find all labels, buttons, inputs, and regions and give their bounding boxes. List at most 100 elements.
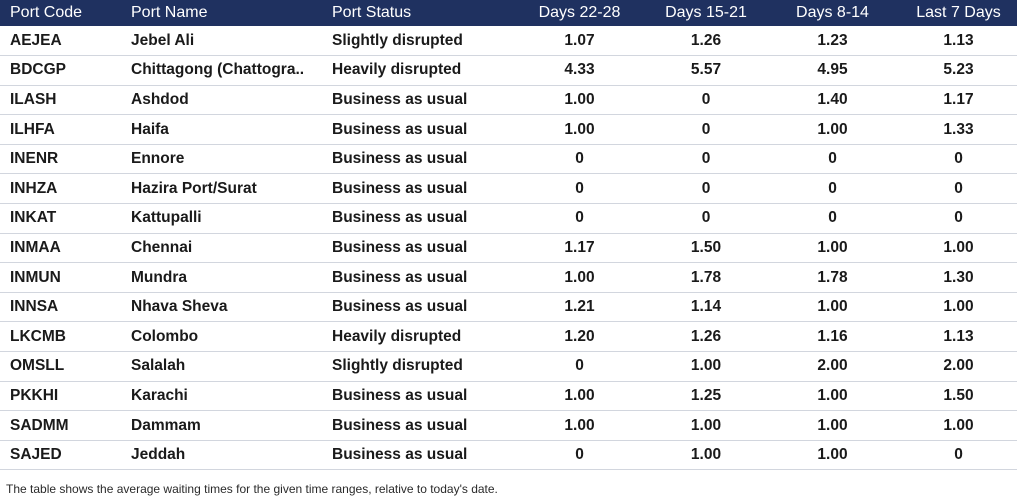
port-code-cell: INMUN bbox=[10, 268, 61, 286]
port-name-cell: Jeddah bbox=[131, 446, 186, 464]
port-status-cell: Business as usual bbox=[332, 298, 468, 316]
port-code-cell: INHZA bbox=[10, 179, 58, 197]
days-8-14-cell: 1.00 bbox=[817, 386, 848, 404]
days-22-28-cell: 0 bbox=[575, 357, 584, 375]
table-row: BDCGP Chittagong (Chattogra.. Heavily disr… bbox=[0, 56, 1017, 86]
days-15-21-cell: 0 bbox=[701, 209, 711, 227]
days-22-28-cell: 1.00 bbox=[564, 416, 595, 434]
port-status-cell: Business as usual bbox=[332, 268, 468, 286]
port-code-cell: ILHFA bbox=[10, 120, 55, 138]
days-8-14-cell: 0 bbox=[828, 209, 837, 227]
days-15-21-cell: 5.57 bbox=[690, 61, 722, 79]
port-status-cell: Heavily disrupted bbox=[332, 327, 462, 345]
last-7-days-cell: 0 bbox=[954, 209, 963, 227]
days-15-21-cell: 0 bbox=[701, 90, 711, 108]
days-22-28-cell: 0 bbox=[575, 209, 584, 227]
last-7-days-cell: 1.00 bbox=[943, 298, 974, 316]
table-row: ILHFA Haifa Business as usual 1.00 0 1.00 1.33 bbox=[0, 115, 1017, 145]
days-22-28-cell: 0 bbox=[575, 446, 584, 464]
days-8-14-cell: 4.95 bbox=[817, 61, 848, 79]
last-7-days-cell: 1.13 bbox=[943, 327, 974, 345]
last-7-days-cell: 1.17 bbox=[943, 90, 974, 108]
days-22-28-cell: 1.00 bbox=[564, 268, 595, 286]
port-name-cell: Chittagong (Chattogra.. bbox=[131, 61, 305, 79]
port-name-cell: Ashdod bbox=[131, 90, 189, 108]
port-code-cell: AEJEA bbox=[10, 31, 62, 49]
table-row: OMSLL Salalah Slightly disrupted 0 1.00 2.00 2… bbox=[0, 352, 1017, 382]
last-7-days-cell: 1.50 bbox=[943, 386, 974, 404]
port-name-cell: Kattupalli bbox=[131, 209, 202, 227]
table-row: INENR Ennore Business as usual 0 0 0 0 bbox=[0, 144, 1017, 174]
header-port-code: Port Code bbox=[10, 4, 83, 21]
days-8-14-cell: 1.00 bbox=[817, 238, 848, 256]
port-name-cell: Karachi bbox=[131, 386, 188, 404]
port-name-cell: Hazira Port/Surat bbox=[131, 179, 257, 197]
last-7-days-cell: 0 bbox=[954, 150, 963, 168]
header-last-7-days: Last 7 Days bbox=[916, 4, 1001, 21]
port-name-cell: Chennai bbox=[131, 238, 193, 256]
days-22-28-cell: 1.07 bbox=[564, 31, 595, 49]
days-22-28-cell: 0 bbox=[575, 179, 584, 197]
days-8-14-cell: 0 bbox=[828, 150, 837, 168]
days-22-28-cell: 1.00 bbox=[564, 120, 595, 138]
port-status-cell: Business as usual bbox=[332, 209, 468, 227]
last-7-days-cell: 0 bbox=[954, 446, 963, 464]
last-7-days-cell: 2.00 bbox=[943, 357, 974, 375]
days-15-21-cell: 1.14 bbox=[690, 298, 722, 316]
days-15-21-cell: 1.50 bbox=[690, 238, 722, 256]
last-7-days-cell: 1.00 bbox=[943, 416, 974, 434]
port-code-cell: INNSA bbox=[10, 298, 59, 316]
port-status-table: Port Code Port Name Port Status Days 22-… bbox=[0, 0, 1017, 470]
header-days-15-21: Days 15-21 bbox=[665, 4, 747, 21]
days-22-28-cell: 1.00 bbox=[564, 386, 595, 404]
port-code-cell: SADMM bbox=[10, 416, 69, 434]
table-row: INMUN Mundra Business as usual 1.00 1.78 1.78… bbox=[0, 263, 1017, 293]
port-code-cell: OMSLL bbox=[10, 357, 65, 375]
days-15-21-cell: 1.00 bbox=[690, 446, 722, 464]
days-22-28-cell: 1.20 bbox=[564, 327, 595, 345]
port-name-cell: Colombo bbox=[131, 327, 199, 345]
table-row: SADMM Dammam Business as usual 1.00 1.00 1.00… bbox=[0, 411, 1017, 441]
port-status-cell: Business as usual bbox=[332, 120, 468, 138]
port-status-cell: Slightly disrupted bbox=[332, 357, 463, 375]
table-row: INKAT Kattupalli Business as usual 0 0 0 0 bbox=[0, 204, 1017, 234]
port-status-cell: Business as usual bbox=[332, 90, 468, 108]
days-22-28-cell: 4.33 bbox=[564, 61, 595, 79]
days-15-21-cell: 1.26 bbox=[690, 327, 722, 345]
days-8-14-cell: 0 bbox=[828, 179, 837, 197]
port-status-cell: Business as usual bbox=[332, 150, 468, 168]
port-code-cell: ILASH bbox=[10, 90, 57, 108]
header-port-name: Port Name bbox=[131, 4, 208, 21]
port-status-cell: Business as usual bbox=[332, 179, 468, 197]
days-22-28-cell: 1.21 bbox=[564, 298, 595, 316]
days-22-28-cell: 0 bbox=[575, 150, 584, 168]
port-name-cell: Nhava Sheva bbox=[131, 298, 228, 316]
days-8-14-cell: 1.40 bbox=[817, 90, 848, 108]
port-code-cell: BDCGP bbox=[10, 61, 66, 79]
port-name-cell: Dammam bbox=[131, 416, 201, 434]
port-status-cell: Slightly disrupted bbox=[332, 31, 463, 49]
days-8-14-cell: 1.00 bbox=[817, 120, 848, 138]
days-15-21-cell: 1.25 bbox=[690, 386, 722, 404]
days-8-14-cell: 1.78 bbox=[817, 268, 848, 286]
days-15-21-cell: 0 bbox=[701, 120, 711, 138]
port-code-cell: SAJED bbox=[10, 446, 62, 464]
port-status-cell: Business as usual bbox=[332, 238, 468, 256]
port-status-cell: Business as usual bbox=[332, 446, 468, 464]
days-8-14-cell: 1.23 bbox=[817, 31, 848, 49]
port-code-cell: INMAA bbox=[10, 238, 61, 256]
table-row: INMAA Chennai Business as usual 1.17 1.50 1.0… bbox=[0, 233, 1017, 263]
last-7-days-cell: 0 bbox=[954, 179, 963, 197]
days-22-28-cell: 1.00 bbox=[564, 90, 595, 108]
port-name-cell: Jebel Ali bbox=[131, 31, 195, 49]
table-header: Port Code Port Name Port Status Days 22-… bbox=[0, 0, 1017, 26]
last-7-days-cell: 5.23 bbox=[943, 61, 974, 79]
days-15-21-cell: 0 bbox=[701, 150, 711, 168]
port-code-cell: LKCMB bbox=[10, 327, 66, 345]
port-code-cell: INKAT bbox=[10, 209, 57, 227]
table-row: AEJEA Jebel Ali Slightly disrupted 1.07 1.26… bbox=[0, 26, 1017, 56]
days-15-21-cell: 1.00 bbox=[690, 357, 722, 375]
table-row: PKKHI Karachi Business as usual 1.00 1.25 1.0… bbox=[0, 381, 1017, 411]
days-8-14-cell: 1.00 bbox=[817, 416, 848, 434]
